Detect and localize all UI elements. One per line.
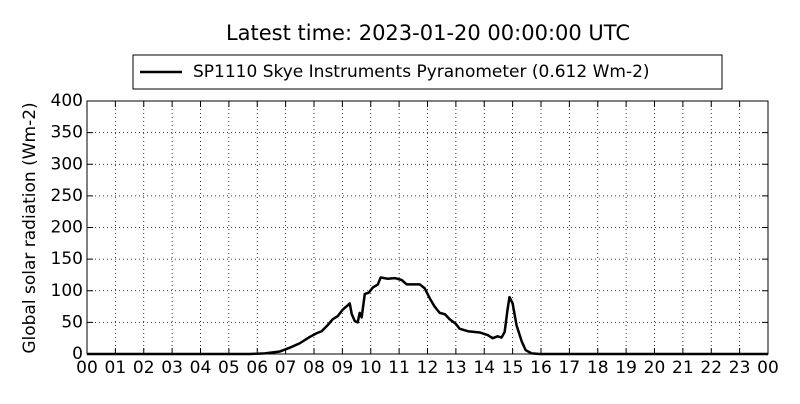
x-tick-label: 09 bbox=[332, 358, 354, 378]
legend-box bbox=[132, 54, 723, 90]
x-tick-label: 16 bbox=[530, 358, 552, 378]
y-tick-label: 300 bbox=[51, 154, 83, 174]
x-tick-label: 06 bbox=[246, 358, 268, 378]
x-tick-label: 22 bbox=[700, 358, 722, 378]
y-axis-label: Global solar radiation (Wm-2) bbox=[20, 102, 40, 353]
x-tick-label: 14 bbox=[473, 358, 495, 378]
x-tick-label: 05 bbox=[218, 358, 240, 378]
plot-frame bbox=[86, 100, 769, 355]
y-tick-label: 250 bbox=[51, 186, 83, 206]
x-tick-label: 12 bbox=[417, 358, 439, 378]
y-tick-label: 50 bbox=[61, 312, 83, 332]
y-tick-label: 100 bbox=[51, 281, 83, 301]
x-tick-label: 07 bbox=[275, 358, 297, 378]
x-tick-label: 03 bbox=[161, 358, 183, 378]
x-tick-label: 20 bbox=[644, 358, 666, 378]
y-tick-label: 200 bbox=[51, 218, 83, 238]
chart-title: Latest time: 2023-01-20 00:00:00 UTC bbox=[226, 21, 630, 45]
x-tick-label: 15 bbox=[502, 358, 524, 378]
x-tick-label: 17 bbox=[559, 358, 581, 378]
x-tick-label: 18 bbox=[587, 358, 609, 378]
x-tick-label: 02 bbox=[133, 358, 155, 378]
x-tick-label: 13 bbox=[445, 358, 467, 378]
x-tick-label: 08 bbox=[303, 358, 325, 378]
y-tick-label: 350 bbox=[51, 123, 83, 143]
y-tick-label: 150 bbox=[51, 249, 83, 269]
x-tick-label: 00 bbox=[76, 358, 98, 378]
x-tick-label: 01 bbox=[105, 358, 127, 378]
legend-label: SP1110 Skye Instruments Pyranometer (0.6… bbox=[193, 62, 650, 82]
x-tick-label: 19 bbox=[615, 358, 637, 378]
x-tick-label: 00 bbox=[757, 358, 779, 378]
x-tick-label: 10 bbox=[360, 358, 382, 378]
x-tick-label: 23 bbox=[729, 358, 751, 378]
x-tick-label: 04 bbox=[190, 358, 212, 378]
data-line bbox=[87, 276, 768, 356]
y-tick-label: 400 bbox=[51, 91, 83, 111]
x-tick-label: 11 bbox=[388, 358, 410, 378]
x-tick-label: 21 bbox=[672, 358, 694, 378]
y-tick-label: 0 bbox=[72, 344, 83, 364]
